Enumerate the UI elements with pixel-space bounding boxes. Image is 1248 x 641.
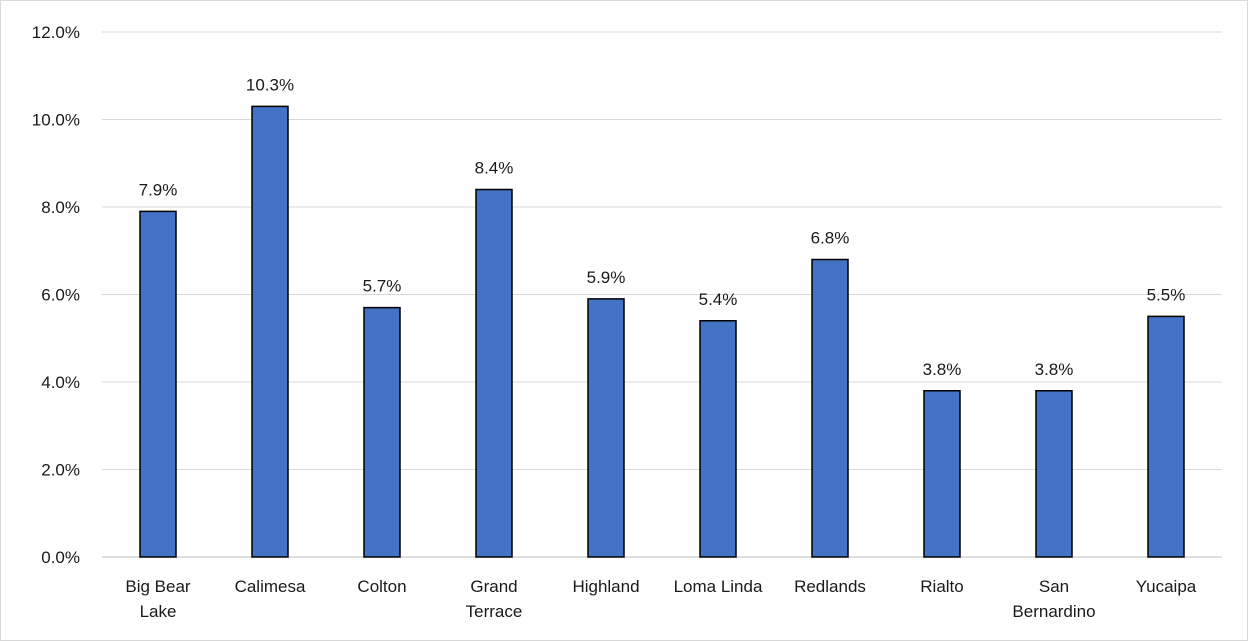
category-label: Grand Terrace: [466, 577, 523, 621]
data-label: 5.7%: [363, 277, 402, 296]
category-label: Calimesa: [235, 577, 306, 596]
y-tick-label: 0.0%: [41, 548, 80, 567]
data-label: 8.4%: [475, 159, 514, 178]
y-tick-label: 4.0%: [41, 373, 80, 392]
category-label: Redlands: [794, 577, 866, 596]
y-tick-label: 12.0%: [32, 23, 80, 42]
category-label: Big Bear Lake: [125, 577, 191, 621]
data-label: 5.4%: [699, 290, 738, 309]
bar: [1035, 390, 1073, 558]
data-label: 6.8%: [811, 229, 850, 248]
category-label: Loma Linda: [674, 577, 763, 596]
data-label: 3.8%: [1035, 360, 1074, 379]
y-tick-label: 6.0%: [41, 286, 80, 305]
category-label: Rialto: [920, 577, 963, 596]
bar: [811, 258, 849, 558]
bar: [251, 105, 289, 558]
bar: [923, 390, 961, 558]
data-label: 10.3%: [246, 75, 294, 94]
data-labels: 7.9% 10.3% 5.7% 8.4% 5.9% 5.4% 6.8% 3.8% 3.8% 5.5…: [139, 75, 1186, 378]
y-tick-label: 10.0%: [32, 111, 80, 130]
y-tick-label: 8.0%: [41, 198, 80, 217]
data-label: 7.9%: [139, 180, 178, 199]
x-axis-categories: Big Bear Lake Calimesa Colton Grand Terrace Hi…: [125, 577, 1196, 621]
bar: [587, 298, 625, 558]
category-label: Yucaipa: [1136, 577, 1197, 596]
y-tick-label: 2.0%: [41, 461, 80, 480]
y-axis-ticks: 0.0% 2.0% 4.0% 6.0% 8.0% 10.0% 12.0%: [32, 23, 80, 567]
bars: [139, 105, 1185, 558]
bar: [363, 306, 401, 558]
bar: [475, 188, 513, 558]
category-label: San Bernardino: [1012, 577, 1095, 621]
data-label: 5.5%: [1147, 285, 1186, 304]
bar: [699, 320, 737, 558]
bar: [139, 210, 177, 558]
data-label: 5.9%: [587, 268, 626, 287]
category-label: Colton: [357, 577, 406, 596]
bar: [1147, 315, 1185, 558]
category-label: Highland: [572, 577, 639, 596]
data-label: 3.8%: [923, 360, 962, 379]
